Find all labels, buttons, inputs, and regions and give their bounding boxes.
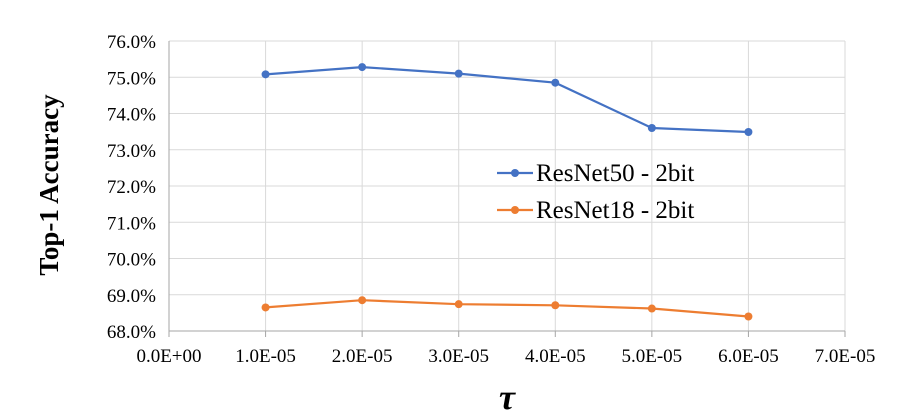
series-line-1	[265, 299, 749, 318]
y-tick-label: 74.0%	[107, 105, 156, 126]
x-tick-label: 0.0E+00	[136, 346, 201, 367]
data-point	[551, 301, 560, 310]
data-point	[358, 63, 367, 72]
legend-item-resnet18: ResNet18 - 2bit	[497, 197, 694, 224]
legend-label-resnet18: ResNet18 - 2bit	[536, 197, 694, 224]
data-point	[454, 300, 463, 309]
series-line-0	[265, 65, 749, 134]
data-point	[744, 127, 753, 136]
x-tick-label: 7.0E-05	[815, 346, 876, 367]
series-group	[261, 63, 753, 321]
data-point	[261, 303, 270, 312]
axes	[168, 41, 846, 337]
y-tick-label: 70.0%	[107, 250, 156, 271]
data-point	[647, 304, 656, 313]
legend-label-resnet50: ResNet50 - 2bit	[536, 160, 694, 187]
x-tick-labels: 0.0E+00 1.0E-05 2.0E-05 3.0E-05 4.0E-05 5.0E-…	[136, 346, 875, 367]
legend-marker-resnet50	[511, 169, 519, 177]
legend: ResNet50 - 2bit ResNet18 - 2bit	[497, 160, 694, 224]
legend-item-resnet50: ResNet50 - 2bit	[497, 160, 694, 187]
data-point	[551, 78, 560, 87]
x-tick-label: 1.0E-05	[235, 346, 296, 367]
y-tick-label: 69.0%	[107, 286, 156, 307]
y-tick-label: 71.0%	[107, 213, 156, 234]
x-tick-label: 3.0E-05	[428, 346, 489, 367]
x-tick-label: 4.0E-05	[525, 346, 586, 367]
x-tick-label: 5.0E-05	[622, 346, 683, 367]
y-tick-label: 73.0%	[107, 141, 156, 162]
x-axis-label: τ	[499, 377, 516, 415]
legend-marker-resnet18	[511, 206, 519, 214]
gridlines	[169, 40, 846, 331]
y-tick-labels: 68.0% 69.0% 70.0% 71.0% 72.0% 73.0% 74.0% 75.0%…	[107, 32, 156, 343]
y-tick-label: 72.0%	[107, 177, 156, 198]
data-point	[454, 69, 463, 78]
data-point	[261, 70, 270, 79]
x-tick-label: 6.0E-05	[718, 346, 779, 367]
x-tick-label: 2.0E-05	[332, 346, 393, 367]
data-point	[358, 296, 367, 305]
y-tick-label: 76.0%	[107, 32, 156, 53]
data-point	[744, 312, 753, 321]
y-tick-label: 75.0%	[107, 68, 156, 89]
y-tick-label: 68.0%	[107, 322, 156, 343]
data-point	[647, 124, 656, 132]
y-axis-label: Top-1 Accuracy	[34, 94, 64, 276]
